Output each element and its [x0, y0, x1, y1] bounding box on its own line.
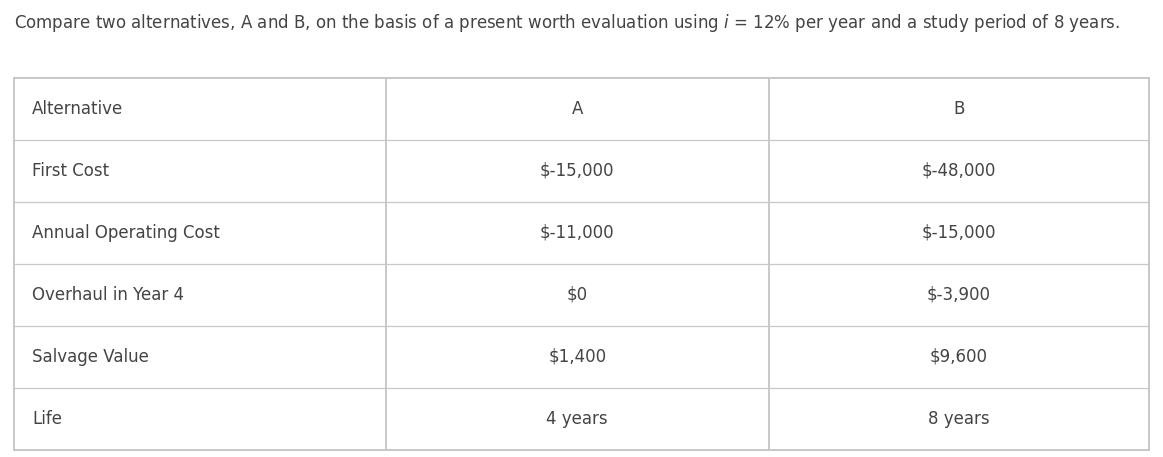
Text: Life: Life	[33, 410, 62, 428]
Text: $-3,900: $-3,900	[927, 286, 991, 304]
Text: Annual Operating Cost: Annual Operating Cost	[33, 224, 220, 242]
Text: Overhaul in Year 4: Overhaul in Year 4	[33, 286, 184, 304]
Text: $-15,000: $-15,000	[921, 224, 997, 242]
Text: 4 years: 4 years	[547, 410, 608, 428]
Text: A: A	[571, 100, 583, 118]
Text: $0: $0	[566, 286, 587, 304]
Text: $-11,000: $-11,000	[540, 224, 614, 242]
Text: Alternative: Alternative	[33, 100, 123, 118]
Text: $-15,000: $-15,000	[540, 162, 614, 180]
Text: $-48,000: $-48,000	[922, 162, 996, 180]
Text: Compare two alternatives, A and B, on the basis of a present worth evaluation us: Compare two alternatives, A and B, on th…	[14, 12, 1120, 34]
Text: $9,600: $9,600	[930, 348, 987, 366]
Text: First Cost: First Cost	[33, 162, 109, 180]
Text: $1,400: $1,400	[548, 348, 606, 366]
Text: B: B	[954, 100, 964, 118]
Text: 8 years: 8 years	[928, 410, 990, 428]
Text: Salvage Value: Salvage Value	[33, 348, 149, 366]
